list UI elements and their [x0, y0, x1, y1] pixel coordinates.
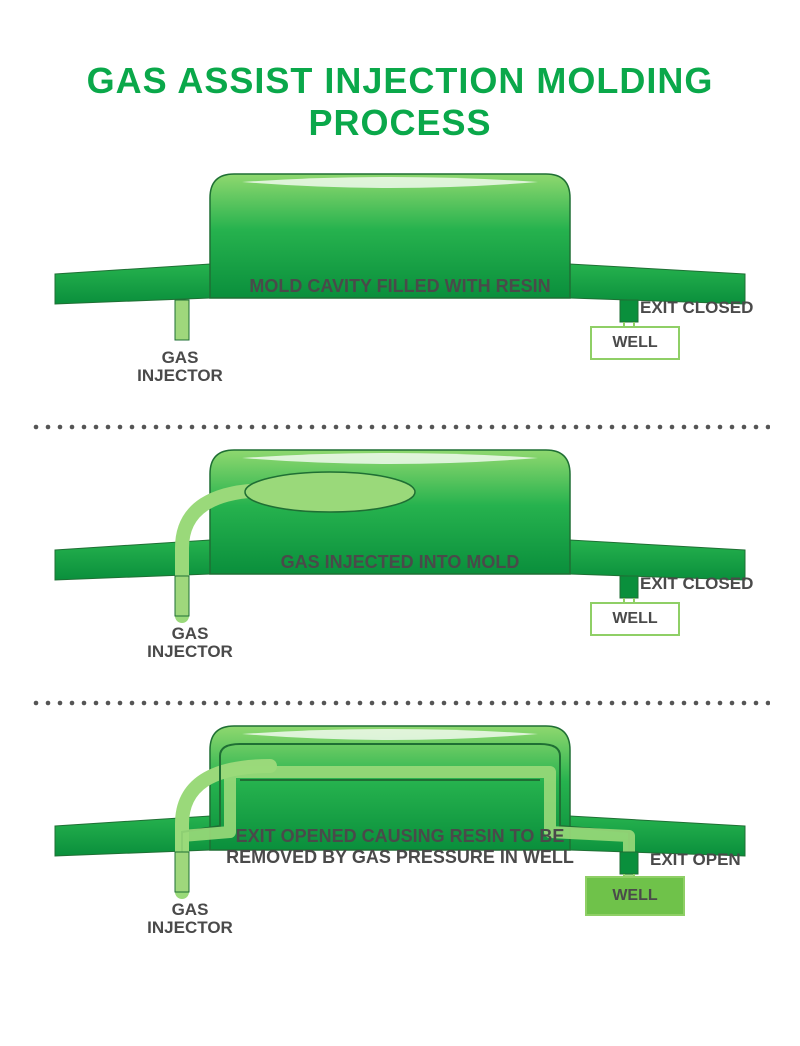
stage-caption: EXIT OPENED CAUSING RESIN TO BEREMOVED B… [215, 826, 585, 867]
gas-injector-label: GASINJECTOR [120, 349, 240, 385]
stage-3: EXIT OPENED CAUSING RESIN TO BEREMOVED B… [0, 706, 800, 976]
exit-label: EXIT CLOSED [640, 575, 780, 593]
well-box: WELL [590, 602, 680, 636]
page-title: GAS ASSIST INJECTION MOLDING PROCESS [0, 60, 800, 144]
stage-caption: GAS INJECTED INTO MOLD [260, 552, 540, 573]
stages-container: MOLD CAVITY FILLED WITH RESIN GASINJECTOR… [0, 154, 800, 976]
gas-injector-label: GASINJECTOR [130, 901, 250, 937]
stage-1: MOLD CAVITY FILLED WITH RESIN GASINJECTOR… [0, 154, 800, 424]
exit-label: EXIT OPEN [650, 851, 770, 869]
gas-injector-label: GASINJECTOR [130, 625, 250, 661]
stage-caption: MOLD CAVITY FILLED WITH RESIN [230, 276, 570, 297]
well-box: WELL [590, 326, 680, 360]
exit-label: EXIT CLOSED [640, 299, 780, 317]
stage-2: GAS INJECTED INTO MOLD GASINJECTOR EXIT CL… [0, 430, 800, 700]
well-box: WELL [585, 876, 685, 916]
